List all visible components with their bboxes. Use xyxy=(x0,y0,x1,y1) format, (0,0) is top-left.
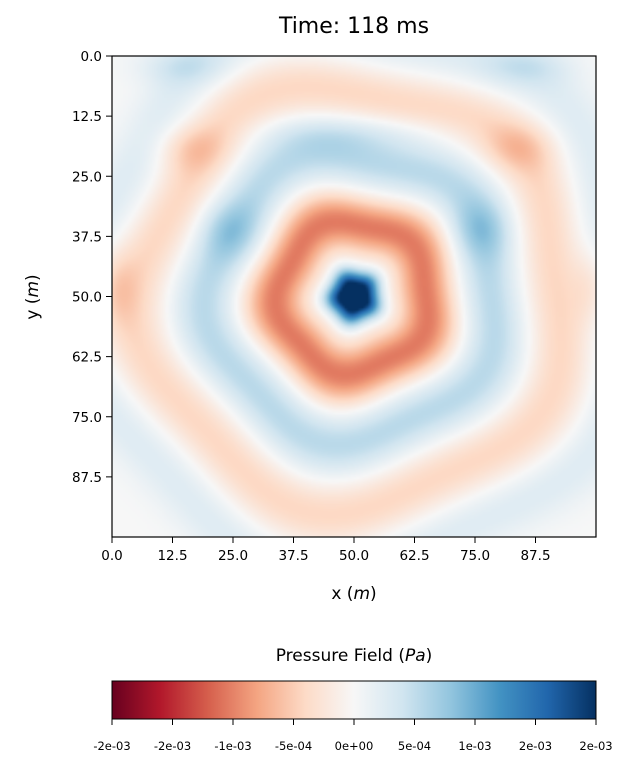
x-tick-label: 37.5 xyxy=(278,548,308,564)
colorbar-tick-label: -1e-03 xyxy=(214,739,251,753)
colorbar-tick-label: -2e-03 xyxy=(154,739,191,753)
y-tick-label: 37.5 xyxy=(72,229,102,245)
colorbar-tick-label: 2e-03 xyxy=(519,739,552,753)
chart-title: Time: 118 ms xyxy=(278,14,430,39)
y-tick-label: 25.0 xyxy=(72,169,102,185)
y-tick-label: 50.0 xyxy=(72,290,102,306)
y-tick-label: 62.5 xyxy=(72,350,102,366)
x-tick-label: 50.0 xyxy=(339,548,369,564)
colorbar-axis: -2e-03 -2e-03 -1e-03 -5e-04 0e+00 5e-04 1e-03 2… xyxy=(93,719,613,753)
colorbar-tick-label: 1e-03 xyxy=(458,739,491,753)
colorbar-tick-label: -5e-04 xyxy=(275,739,312,753)
x-tick-label: 25.0 xyxy=(218,548,248,564)
y-tick-label: 0.0 xyxy=(81,49,102,65)
colorbar-tick-label: 2e-03 xyxy=(579,739,612,753)
x-axis-label: x (m) xyxy=(331,584,377,604)
x-axis: 0.0 12.5 25.0 37.5 50.0 62.5 75.0 87.5 xyxy=(101,537,551,564)
pressure-field-image xyxy=(112,56,596,537)
colorbar xyxy=(112,681,596,719)
y-axis-label: y (m) xyxy=(23,274,43,320)
x-tick-label: 12.5 xyxy=(157,548,187,564)
y-axis: 0.0 12.5 25.0 37.5 50.0 62.5 75.0 87.5 xyxy=(72,49,112,486)
colorbar-title: Pressure Field (Pa) xyxy=(275,646,433,666)
y-tick-label: 87.5 xyxy=(72,470,102,486)
colorbar-tick-label: 5e-04 xyxy=(398,739,431,753)
x-tick-label: 75.0 xyxy=(460,548,490,564)
x-tick-label: 0.0 xyxy=(101,548,122,564)
y-tick-label: 75.0 xyxy=(72,410,102,426)
x-tick-label: 62.5 xyxy=(399,548,429,564)
x-tick-label: 87.5 xyxy=(520,548,550,564)
colorbar-tick-label: -2e-03 xyxy=(93,739,130,753)
heatmap-image xyxy=(112,56,596,537)
y-tick-label: 12.5 xyxy=(72,109,102,125)
colorbar-tick-label: 0e+00 xyxy=(335,739,374,753)
